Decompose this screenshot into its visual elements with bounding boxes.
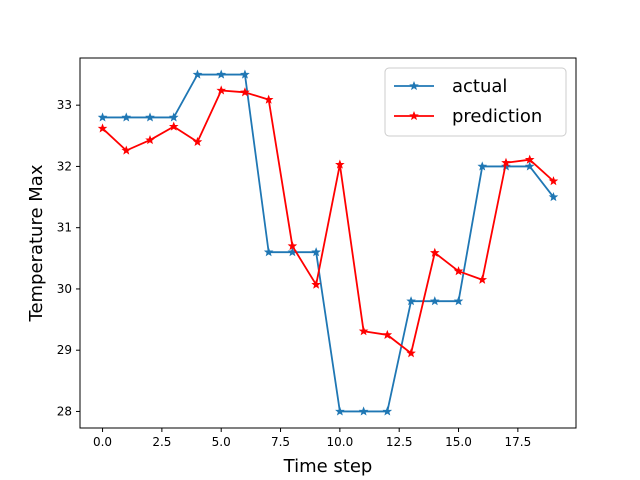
data-point-prediction: [548, 176, 559, 186]
data-point-actual: [97, 112, 108, 122]
series-prediction: [97, 85, 559, 358]
y-tick-label: 28: [57, 404, 72, 418]
data-point-actual: [240, 69, 250, 79]
axes-layer: [79, 57, 577, 429]
data-point-prediction: [263, 94, 274, 104]
legend-marker: [409, 80, 419, 91]
axes-frame: [79, 57, 577, 429]
data-point-prediction: [382, 329, 393, 339]
data-point-actual: [382, 406, 393, 416]
legend-box: [384, 67, 567, 137]
legend-label: actual: [452, 76, 507, 97]
data-point-actual: [145, 112, 155, 122]
data-point-prediction: [477, 274, 488, 284]
y-tick-label: 30: [57, 282, 72, 296]
legend-marker: [409, 110, 419, 121]
x-axis-title: Time step: [283, 456, 373, 477]
data-point-actual: [311, 247, 321, 257]
data-point-actual: [121, 112, 132, 122]
data-point-actual: [430, 296, 440, 306]
data-point-prediction: [406, 348, 416, 358]
legend-item-prediction: prediction: [394, 106, 542, 127]
ticks-layer: 0.0 2.5 5.0 7.5 10.0 12.5 15.0 17.5 28 29 30 31 32 33: [57, 98, 531, 449]
x-tick-label: 7.5: [271, 435, 290, 449]
data-point-prediction: [287, 241, 298, 251]
data-point-prediction: [311, 279, 321, 289]
data-point-actual: [406, 296, 416, 306]
data-point-prediction: [97, 123, 108, 133]
data-point-actual: [192, 69, 203, 79]
x-tick-label: 0.0: [93, 435, 112, 449]
data-point-prediction: [216, 85, 226, 95]
x-tick-label: 2.5: [152, 435, 171, 449]
y-tick-label: 31: [57, 221, 72, 235]
data-point-prediction: [524, 154, 535, 164]
data-point-prediction: [501, 157, 511, 167]
data-point-actual: [335, 406, 345, 416]
data-point-actual: [548, 192, 559, 202]
data-point-prediction: [145, 135, 155, 145]
y-tick-label: 29: [57, 343, 72, 357]
series-actual: [97, 69, 559, 416]
data-point-prediction: [430, 247, 440, 257]
data-point-prediction: [121, 145, 132, 155]
data-point-prediction: [240, 87, 250, 97]
data-point-prediction: [192, 136, 203, 146]
data-point-prediction: [453, 266, 464, 276]
data-point-prediction: [335, 159, 345, 169]
x-tick-label: 15.0: [445, 435, 472, 449]
data-point-actual: [477, 161, 488, 171]
x-tick-label: 12.5: [386, 435, 413, 449]
x-tick-label: 17.5: [504, 435, 531, 449]
data-point-actual: [168, 112, 179, 122]
legend: actual prediction: [384, 67, 567, 137]
series-line-actual: [102, 73, 555, 413]
data-point-actual: [216, 69, 226, 79]
data-point-actual: [263, 247, 274, 257]
data-point-prediction: [358, 326, 369, 336]
legend-item-actual: actual: [394, 76, 507, 97]
data-point-actual: [524, 161, 535, 171]
y-tick-label: 33: [57, 98, 72, 112]
data-point-prediction: [168, 121, 179, 131]
x-tick-label: 5.0: [212, 435, 231, 449]
legend-label: prediction: [452, 106, 542, 127]
data-point-actual: [358, 406, 369, 416]
series-layer: [97, 69, 559, 416]
y-tick-label: 32: [57, 159, 72, 173]
data-point-actual: [453, 296, 464, 306]
x-tick-label: 10.0: [327, 435, 354, 449]
y-axis-title: Temperature Max: [26, 164, 47, 322]
